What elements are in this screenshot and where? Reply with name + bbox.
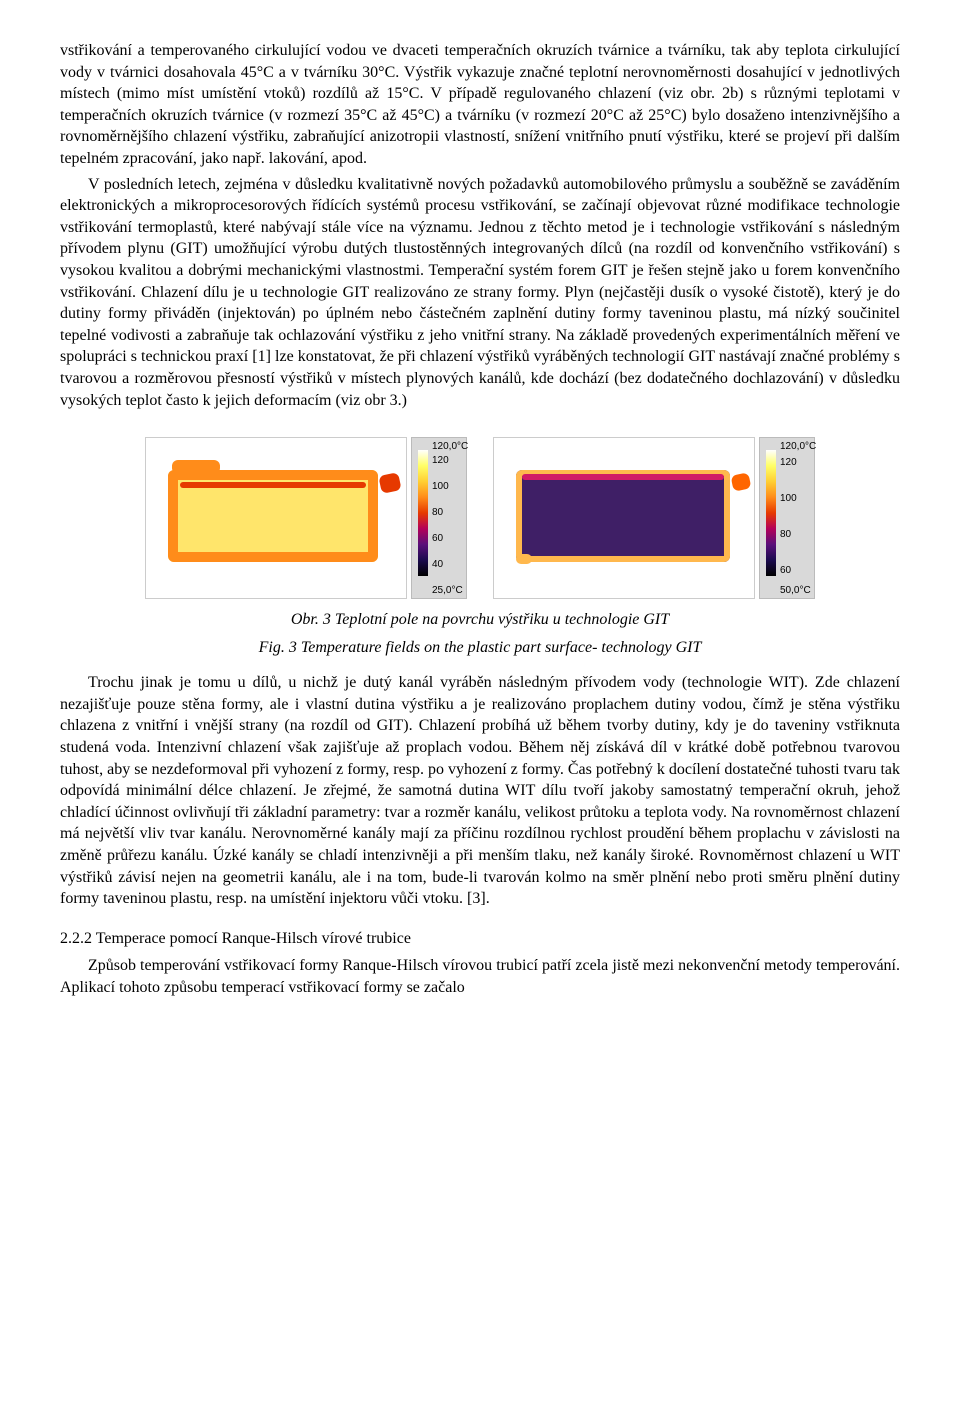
paragraph-3: Trochu jinak je tomu u dílů, u nichž je …: [60, 672, 900, 910]
colorbar-right: 120,0°C 120 100 80 60 50,0°C: [759, 437, 815, 599]
figure-3-caption-cz: Obr. 3 Teplotní pole na povrchu výstřiku…: [60, 609, 900, 631]
figure-3: 120,0°C 120 100 80 60 40 25,0°C 120,0°C …: [60, 437, 900, 599]
cb-left-top: 120,0°C: [432, 440, 468, 454]
thermal-image-right: [493, 437, 755, 599]
figure-3-right-panel: 120,0°C 120 100 80 60 50,0°C: [493, 437, 815, 599]
cb-right-bottom: 50,0°C: [780, 584, 811, 598]
cb-right-tick-2: 80: [780, 528, 791, 542]
cb-right-tick-0: 120: [780, 456, 797, 470]
section-2-2-2-title: 2.2.2 Temperace pomocí Ranque-Hilsch vír…: [60, 928, 900, 950]
cb-left-tick-4: 40: [432, 558, 443, 572]
cb-left-bottom: 25,0°C: [432, 584, 463, 598]
cb-left-tick-0: 120: [432, 454, 449, 468]
figure-3-caption-en: Fig. 3 Temperature fields on the plastic…: [60, 637, 900, 659]
cb-left-tick-3: 60: [432, 532, 443, 546]
thermal-image-left: [145, 437, 407, 599]
paragraph-4: Způsob temperování vstřikovací formy Ran…: [60, 955, 900, 998]
cb-left-tick-1: 100: [432, 480, 449, 494]
paragraph-2: V posledních letech, zejména v důsledku …: [60, 174, 900, 412]
cb-right-top: 120,0°C: [780, 440, 816, 454]
cb-right-tick-3: 60: [780, 564, 791, 578]
cb-right-tick-1: 100: [780, 492, 797, 506]
figure-3-left-panel: 120,0°C 120 100 80 60 40 25,0°C: [145, 437, 467, 599]
colorbar-left: 120,0°C 120 100 80 60 40 25,0°C: [411, 437, 467, 599]
paragraph-1: vstřikování a temperovaného cirkulující …: [60, 40, 900, 170]
cb-left-tick-2: 80: [432, 506, 443, 520]
